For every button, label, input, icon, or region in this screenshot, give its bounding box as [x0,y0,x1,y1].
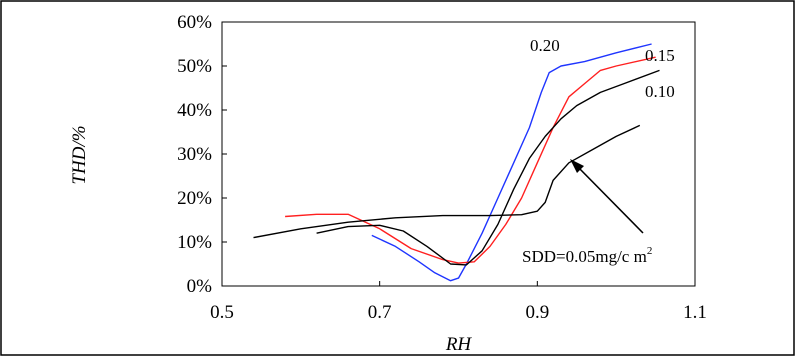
y-tick-label: 60% [177,12,212,33]
series-label-0-15: 0.15 [645,46,675,65]
y-tick-label: 40% [177,100,212,121]
y-tick-label: 20% [177,188,212,209]
y-tick-label: 10% [177,232,212,253]
series-label-0-10: 0.10 [645,82,675,101]
series-line-0 [371,43,652,282]
y-axis-ticks: 0% 10% 20% 30% 40% 50% 60% [177,12,227,297]
sdd-annotation-label: SDD=0.05mg/c m2 [522,245,652,266]
series-label-0-20: 0.20 [530,36,560,55]
series-line-2 [316,69,660,266]
x-axis-ticks: 0.5 0.7 0.9 1.1 [210,281,707,323]
x-tick-label: 0.5 [210,302,234,323]
series-lines [253,43,660,282]
y-axis-title: THD/% [69,125,90,184]
annotation-arrow-head [570,159,584,173]
x-axis-title: RH [445,334,473,355]
y-tick-label: 0% [187,276,213,297]
sdd-annotation-base: SDD=0.05mg/c m [522,247,647,266]
y-tick-label: 30% [177,144,212,165]
series-line-3 [253,124,641,239]
x-tick-label: 0.7 [368,302,392,323]
sdd-annotation-superscript: 2 [647,245,653,257]
y-tick-label: 50% [177,56,212,77]
annotation-arrow-line [575,164,644,234]
x-tick-label: 0.9 [525,302,549,323]
x-tick-label: 1.1 [683,302,707,323]
series-line-1 [285,56,656,264]
